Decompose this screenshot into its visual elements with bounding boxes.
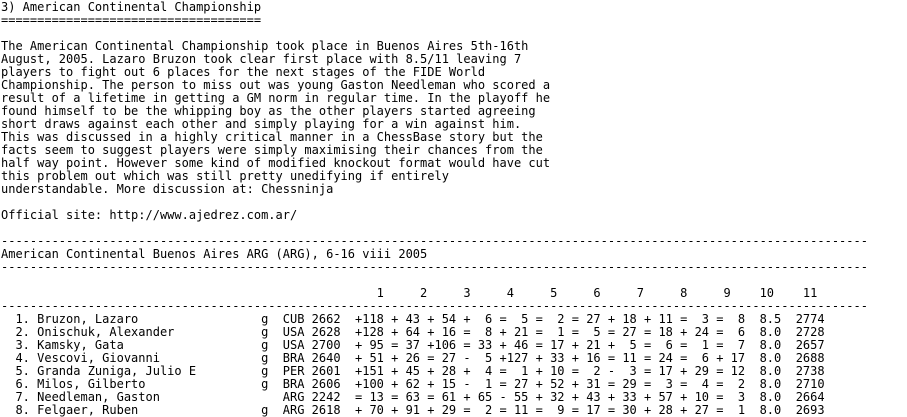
crosstable-title: American Continental Buenos Aires ARG (A… — [1, 247, 428, 261]
table-row: 2. Onischuk, Alexander g USA 2628 +128 +… — [1, 325, 825, 339]
section-heading: 3) American Continental Championship — [1, 0, 262, 14]
official-site-line: Official site: http://www.ajedrez.com.ar… — [1, 208, 298, 222]
paragraph-line: half way point. However some kind of mod… — [1, 156, 551, 170]
table-top-rule: ----------------------------------------… — [1, 234, 868, 248]
paragraph-line: found himself to be the whipping boy as … — [1, 104, 536, 118]
table-mid-rule: ----------------------------------------… — [1, 260, 868, 274]
round-column-header: 1 2 3 4 5 6 7 8 9 10 11 — [1, 286, 818, 300]
table-header-rule: ----------------------------------------… — [1, 299, 868, 313]
table-row: 6. Milos, Gilberto g BRA 2606 +100 + 62 … — [1, 377, 825, 391]
table-row: 4. Vescovi, Giovanni g BRA 2640 + 51 + 2… — [1, 351, 825, 365]
paragraph-line: understandable. More discussion at: Ches… — [1, 182, 334, 196]
table-row: 8. Felgaer, Ruben g ARG 2618 + 70 + 91 +… — [1, 403, 825, 417]
table-row: 1. Bruzon, Lazaro g CUB 2662 +118 + 43 +… — [1, 312, 825, 326]
paragraph-line: players to fight out 6 places for the ne… — [1, 65, 486, 79]
paragraph-line: short draws against each other and simpl… — [1, 117, 522, 131]
paragraph-line: The American Continental Championship to… — [1, 39, 529, 53]
paragraph-line: August, 2005. Lazaro Bruzon took clear f… — [1, 52, 522, 66]
paragraph-line: result of a lifetime in getting a GM nor… — [1, 91, 551, 105]
article-paragraph: The American Continental Championship to… — [1, 40, 907, 196]
paragraph-line: this problem out which was still pretty … — [1, 169, 449, 183]
paragraph-line: This was discussed in a highly critical … — [1, 130, 543, 144]
table-row: 3. Kamsky, Gata g USA 2700 + 95 = 37 +10… — [1, 338, 825, 352]
paragraph-line: Championship. The person to miss out was… — [1, 78, 551, 92]
heading-underline: ==================================== — [1, 13, 262, 27]
table-row: 7. Needleman, Gaston ARG 2242 = 13 = 63 … — [1, 390, 825, 404]
crosstable-rows: 1. Bruzon, Lazaro g CUB 2662 +118 + 43 +… — [1, 313, 907, 417]
table-row: 5. Granda Zuniga, Julio E g PER 2601 +15… — [1, 364, 825, 378]
paragraph-line: facts seem to suggest players were simpl… — [1, 143, 543, 157]
